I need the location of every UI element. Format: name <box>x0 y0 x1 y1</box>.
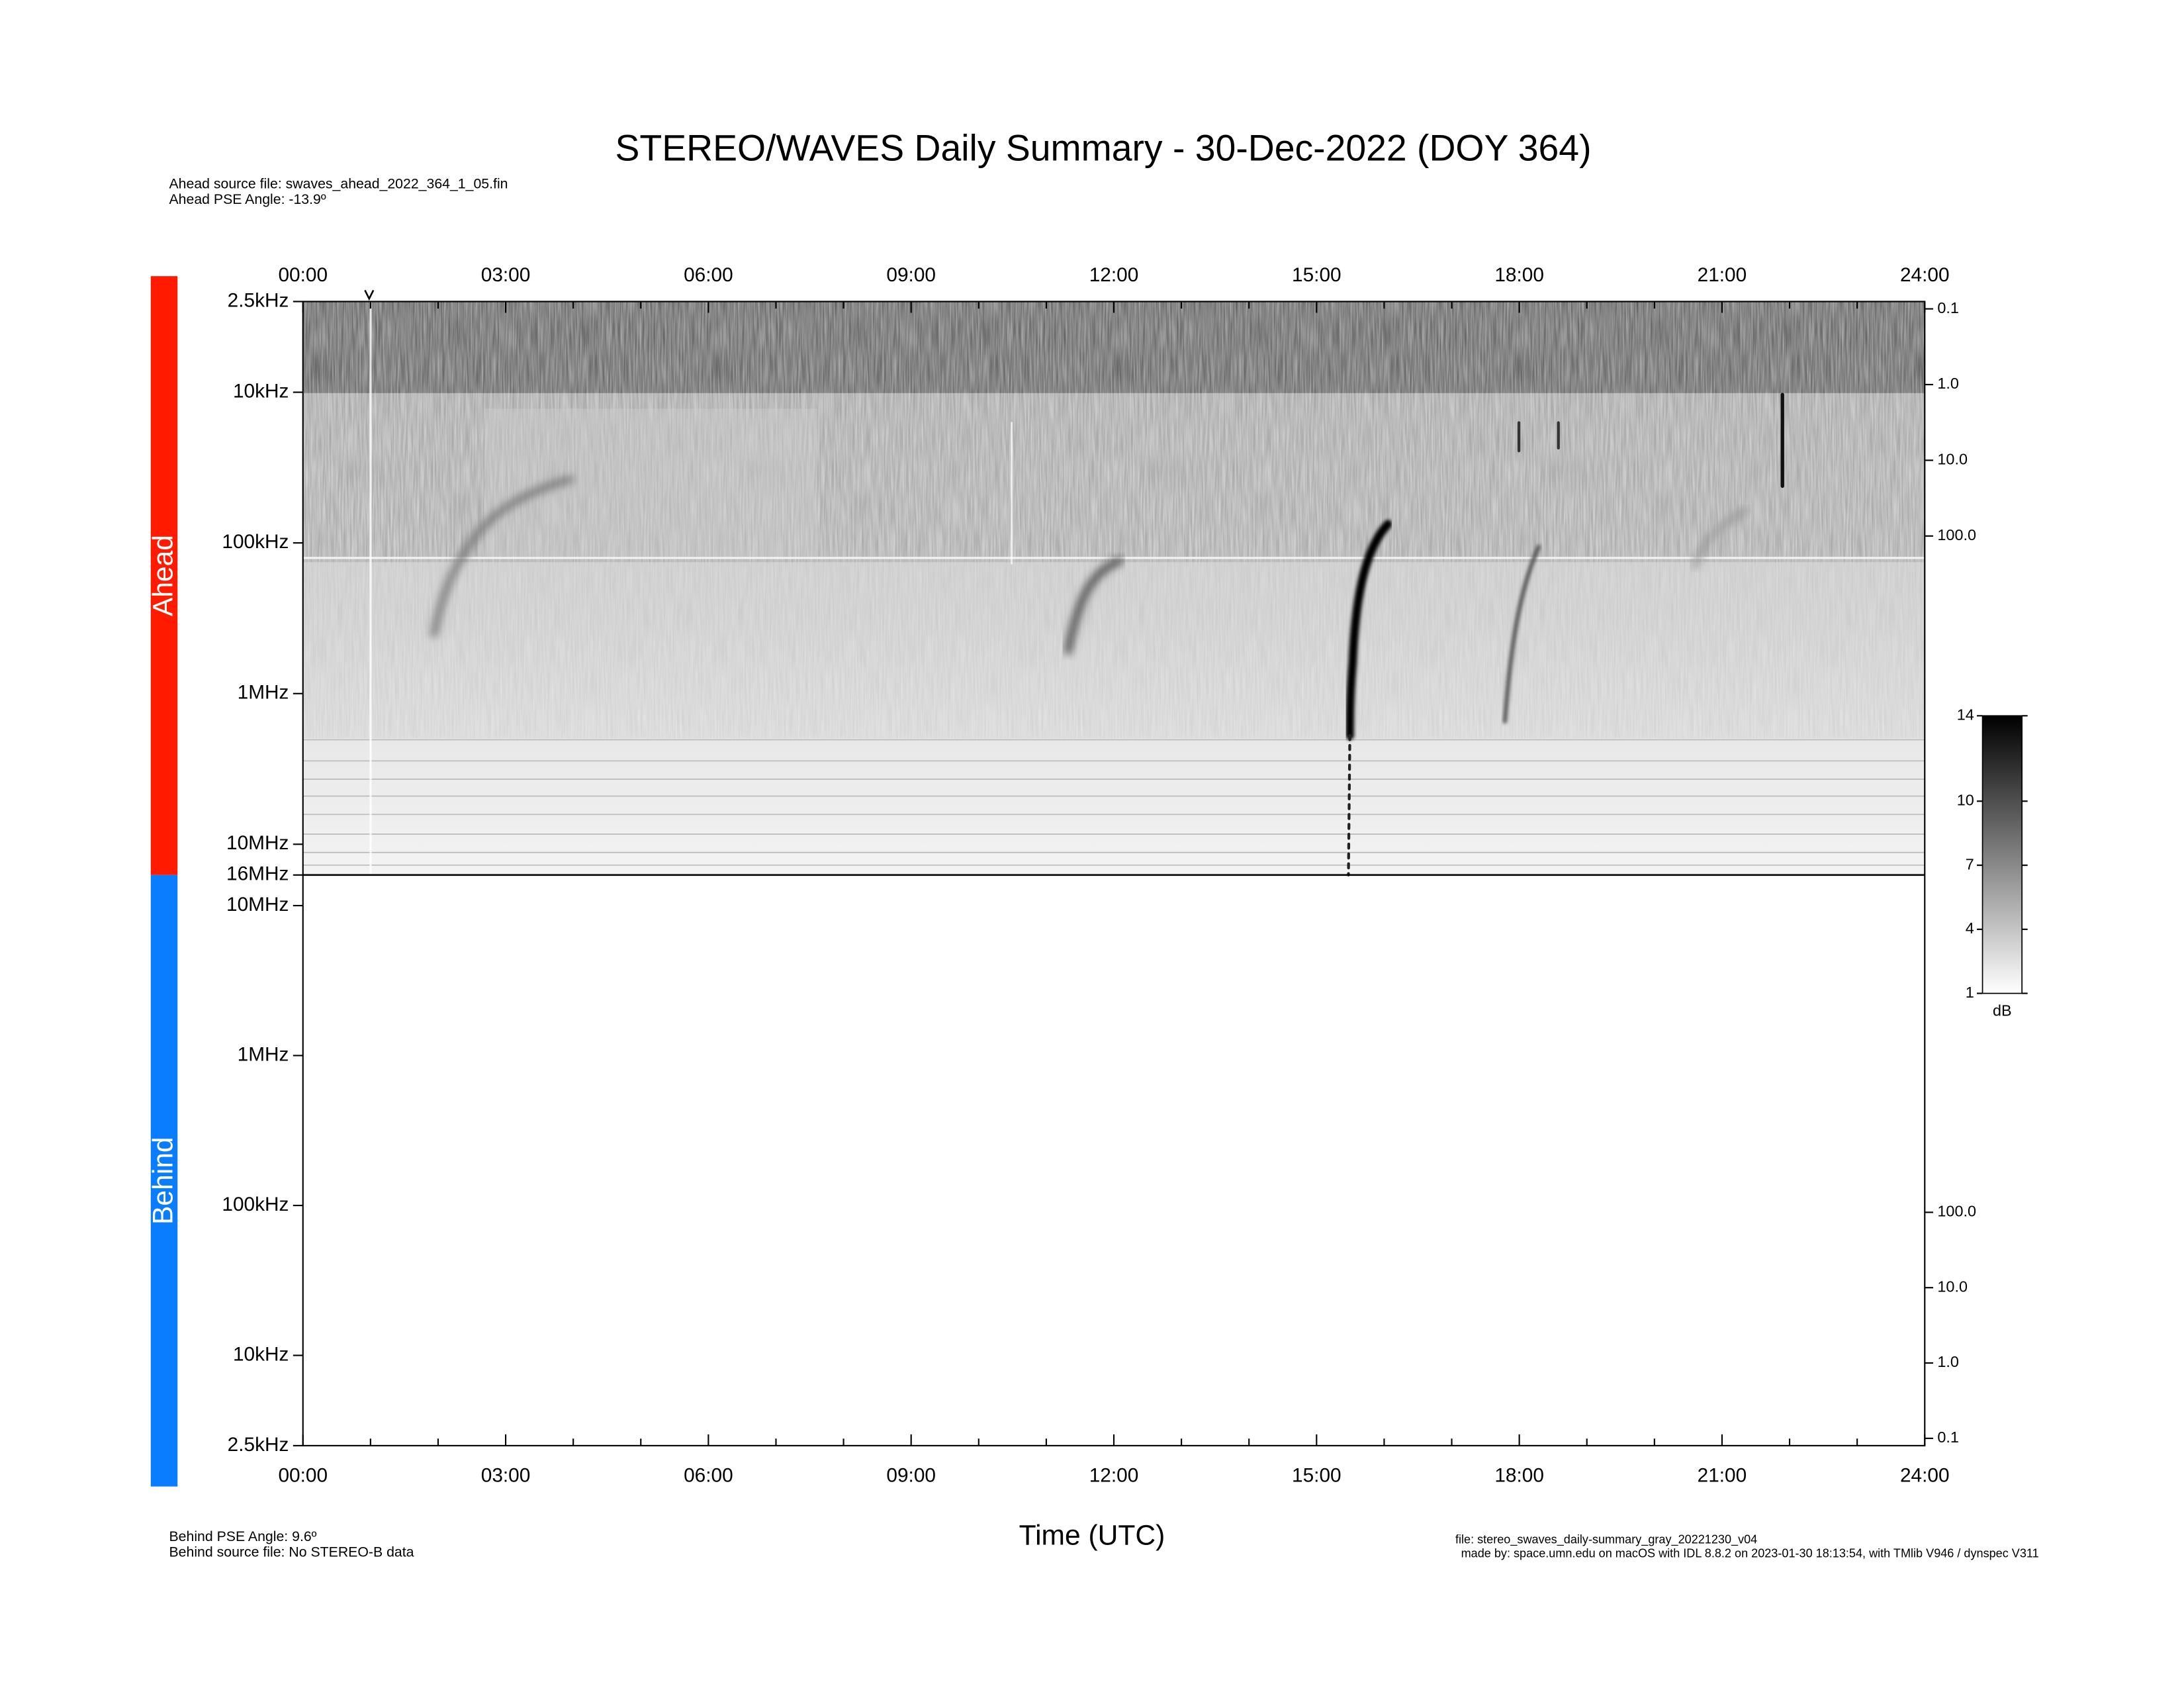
x-tick-label: 03:00 <box>481 1465 531 1487</box>
y-tick-label: 10MHz <box>226 832 289 854</box>
radio-bursts <box>369 300 1784 876</box>
panel-bar <box>150 276 178 875</box>
panel-label: Behind <box>147 1137 179 1225</box>
y2-tick-label: 10.0 <box>1937 451 1968 468</box>
radio-burst-tail <box>1347 733 1351 876</box>
x-tick-label: 15:00 <box>1292 1465 1342 1487</box>
ahead-source: Ahead source file: swaves_ahead_2022_364… <box>169 175 508 191</box>
x-tick-label: 21:00 <box>1698 264 1747 286</box>
y-tick-label: 2.5kHz <box>228 1434 289 1456</box>
spectrogram-patch <box>484 408 817 557</box>
band-lines <box>302 739 1925 866</box>
colorbar-tick-label: 10 <box>1957 792 1974 809</box>
x-tick-label: 12:00 <box>1089 1465 1139 1487</box>
x-tick-label: 18:00 <box>1494 1465 1544 1487</box>
y2-tick-label: 0.1 <box>1937 1429 1959 1446</box>
behind-pse: Behind PSE Angle: 9.6º <box>169 1528 316 1544</box>
y-tick-label: 10kHz <box>233 380 289 402</box>
spectrogram-image <box>302 300 1925 876</box>
colorbar-label: dB <box>1993 1002 2012 1019</box>
y-tick-label: 2.5kHz <box>228 289 289 311</box>
x-tick-label: 06:00 <box>684 264 733 286</box>
chart-title: STEREO/WAVES Daily Summary - 30-Dec-2022… <box>615 127 1592 168</box>
x-tick-label: 21:00 <box>1698 1465 1747 1487</box>
y2-tick-label: 0.1 <box>1937 299 1959 316</box>
behind-source: Behind source file: No STEREO-B data <box>169 1544 414 1560</box>
spectrogram-noise <box>302 562 1925 739</box>
radio-burst <box>1502 544 1541 724</box>
y-tick-label: 100kHz <box>222 1194 289 1215</box>
file-note: file: stereo_swaves_daily-summary_gray_2… <box>1455 1532 1757 1546</box>
y2-tick-label: 1.0 <box>1937 1353 1959 1370</box>
y2-tick-label: 1.0 <box>1937 375 1959 392</box>
colorbar-tick-label: 4 <box>1966 919 1974 937</box>
x-tick-label: 15:00 <box>1292 264 1342 286</box>
radio-burst <box>430 475 574 638</box>
spectrogram-noise <box>302 301 1925 393</box>
radio-burst <box>1345 520 1392 740</box>
colorbar-tick-label: 14 <box>1957 706 1974 723</box>
panel-bar <box>150 874 178 1487</box>
time-marker <box>364 289 375 301</box>
x-axis-title: Time (UTC) <box>1019 1519 1165 1551</box>
colorbar-tick-label: 1 <box>1966 984 1974 1001</box>
colorbar-tick-label: 7 <box>1966 855 1974 872</box>
radio-burst <box>1064 557 1124 655</box>
panel-label: Ahead <box>147 535 179 616</box>
x-tick-label: 06:00 <box>684 1465 733 1487</box>
x-tick-label: 00:00 <box>278 1465 328 1487</box>
y-tick-label: 1MHz <box>238 682 289 704</box>
x-tick-label: 12:00 <box>1089 264 1139 286</box>
radio-burst <box>1517 421 1560 453</box>
made-by-note: made by: space.umn.edu on macOS with IDL… <box>1461 1547 2039 1560</box>
y-tick-label: 100kHz <box>222 531 289 553</box>
x-tick-label: 24:00 <box>1900 1465 1950 1487</box>
x-tick-label: 09:00 <box>886 1465 936 1487</box>
y2-tick-label: 100.0 <box>1937 526 1976 543</box>
axes: Ahead 00:00 03:00 06:00 09:00 12:00 15:00 18:00… <box>147 264 2028 1487</box>
y2-tick-label: 10.0 <box>1937 1278 1968 1295</box>
colorbar <box>1981 715 2023 994</box>
y-tick-label: 16MHz <box>226 863 289 885</box>
x-tick-label: 00:00 <box>278 264 328 286</box>
y-tick-label: 1MHz <box>238 1043 289 1065</box>
radio-burst <box>1692 507 1751 569</box>
ahead-pse: Ahead PSE Angle: -13.9º <box>169 191 326 207</box>
x-tick-label: 18:00 <box>1494 264 1544 286</box>
y-tick-label: 10MHz <box>226 894 289 915</box>
y-tick-label: 10kHz <box>233 1343 289 1365</box>
x-tick-label: 03:00 <box>481 264 531 286</box>
x-tick-label: 24:00 <box>1900 264 1950 286</box>
y2-tick-label: 100.0 <box>1937 1203 1976 1220</box>
x-tick-label: 09:00 <box>886 264 936 286</box>
